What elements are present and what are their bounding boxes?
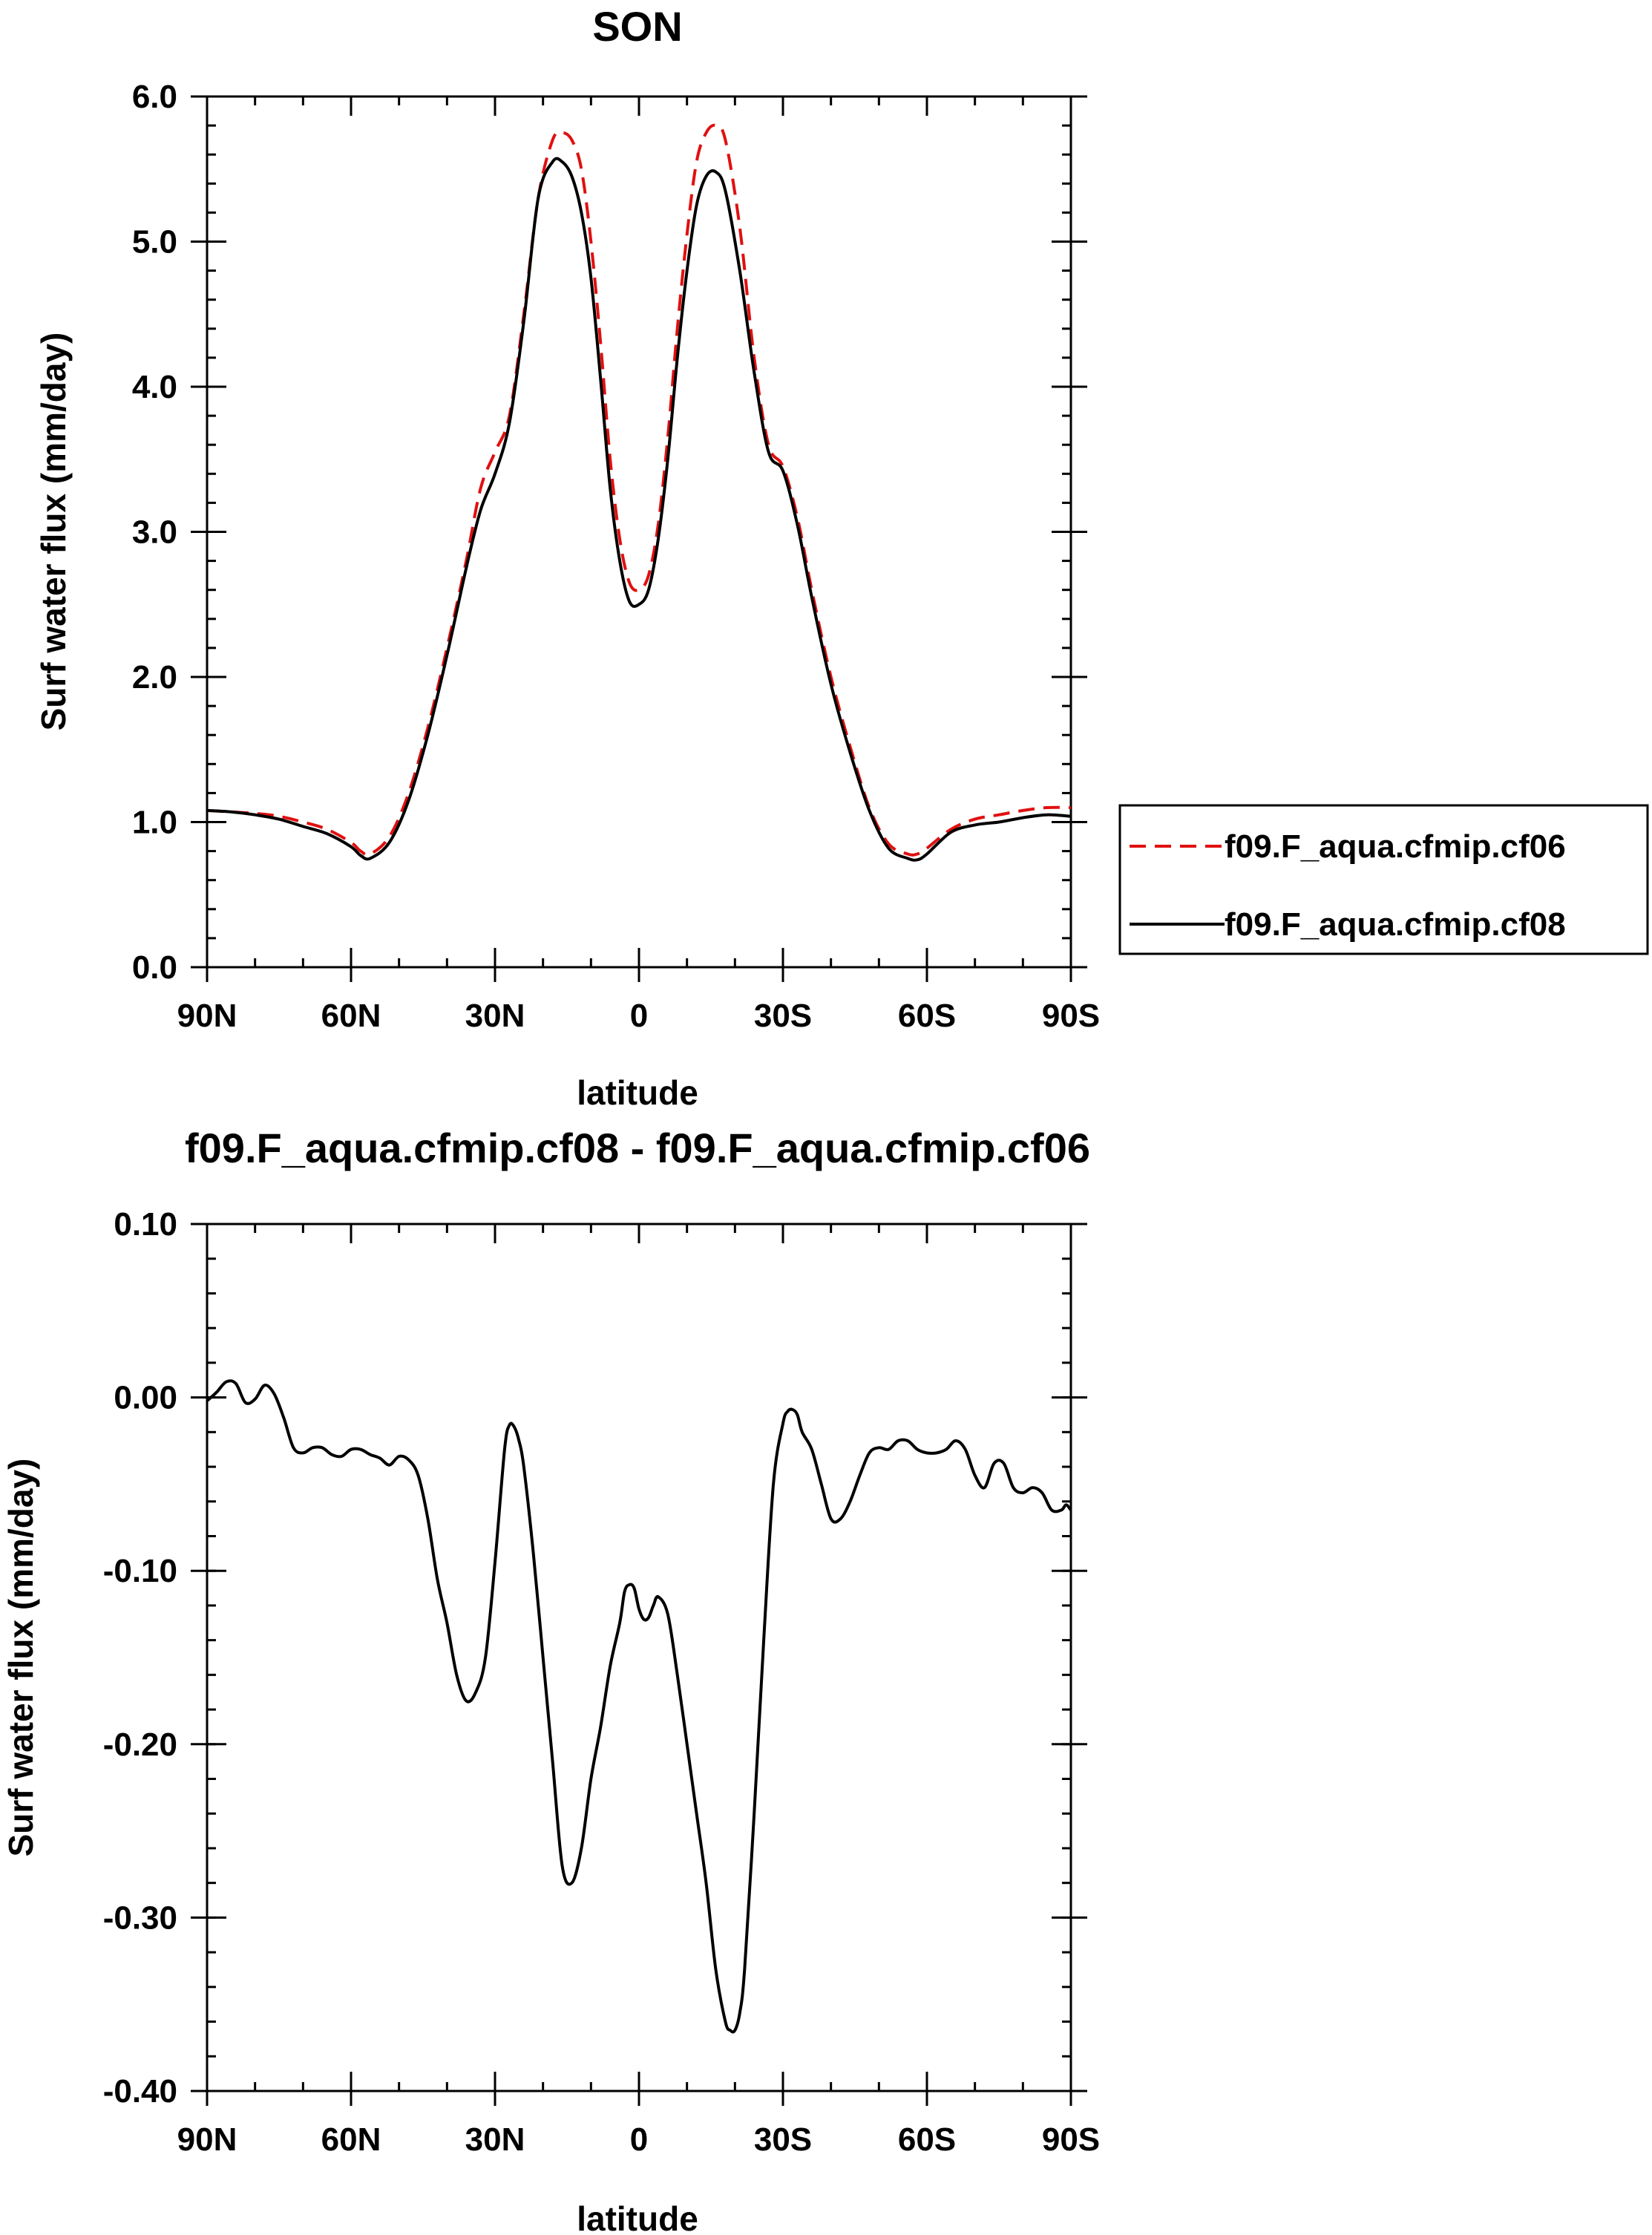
x-tick-label: 90S	[1042, 998, 1100, 1034]
y-tick-label: 5.0	[132, 224, 177, 261]
x-tick-label: 30N	[465, 2121, 525, 2158]
legend: f09.F_aqua.cfmip.cf06 f09.F_aqua.cfmip.c…	[1118, 804, 1649, 955]
series-line-difference	[206, 1379, 1072, 2034]
x-tick-label: 90N	[177, 2121, 237, 2158]
y-axis-label: Surf water flux (mm/day)	[34, 333, 73, 731]
y-tick-label: 4.0	[132, 369, 177, 405]
y-tick-label: 0.10	[114, 1206, 177, 1243]
x-tick-label: 60S	[898, 2121, 956, 2158]
series-line-f09-f-aqua-cfmip-cf08	[206, 157, 1072, 862]
plot-frame	[206, 1223, 1072, 2092]
x-axis-label: latitude	[577, 1073, 698, 1112]
y-tick-label: 3.0	[132, 514, 177, 551]
x-tick-label: 60N	[321, 2121, 381, 2158]
x-axis-label: latitude	[577, 2199, 698, 2235]
y-tick-label: -0.40	[103, 2073, 177, 2110]
y-tick-label: -0.20	[103, 1727, 177, 1763]
x-tick-label: 60N	[321, 998, 381, 1034]
x-tick-label: 0	[630, 998, 648, 1034]
series-lines	[206, 123, 1072, 862]
y-tick-label: -0.30	[103, 1899, 177, 1936]
y-tick-label: 0.00	[114, 1380, 177, 1416]
y-tick-label: 2.0	[132, 659, 177, 696]
y-axis-label: Surf water flux (mm/day)	[1, 1459, 40, 1857]
series-lines	[206, 1379, 1072, 2034]
y-tick-label: 6.0	[132, 79, 177, 115]
x-tick-label: 60S	[898, 998, 956, 1034]
y-tick-label: -0.10	[103, 1553, 177, 1589]
y-tick-label: 1.0	[132, 805, 177, 841]
y-tick-label: 0.0	[132, 949, 177, 986]
series-line-f09-f-aqua-cfmip-cf06	[206, 123, 1072, 857]
chart-title: f09.F_aqua.cfmip.cf08 - f09.F_aqua.cfmip…	[185, 1125, 1090, 1171]
x-tick-label: 30S	[754, 998, 812, 1034]
legend-label-cf08: f09.F_aqua.cfmip.cf08	[1225, 906, 1566, 943]
legend-box	[1118, 804, 1649, 955]
y-axis-ticks: 0.0 1.0 2.0 3.0 4.0 5.0 6.0	[132, 79, 1087, 986]
chart-title: SON	[592, 3, 682, 50]
x-tick-label: 90N	[177, 998, 237, 1034]
y-axis-ticks: -0.40 -0.30 -0.20 -0.10 0.00 0.10	[103, 1206, 1087, 2110]
x-tick-label: 30S	[754, 2121, 812, 2158]
x-tick-label: 30N	[465, 998, 525, 1034]
legend-label-cf06: f09.F_aqua.cfmip.cf06	[1225, 828, 1566, 865]
son-panel: SON 90N 60N 30N 0 30S 60S 90S 0.0 1.0 2.0 3.0 4.0 5…	[34, 3, 1649, 1112]
x-tick-label: 0	[630, 2121, 648, 2158]
x-tick-label: 90S	[1042, 2121, 1100, 2158]
x-axis-ticks: 90N 60N 30N 0 30S 60S 90S	[177, 1224, 1100, 2158]
difference-panel: f09.F_aqua.cfmip.cf08 - f09.F_aqua.cfmip…	[1, 1125, 1100, 2235]
x-axis-ticks: 90N 60N 30N 0 30S 60S 90S	[177, 96, 1100, 1034]
